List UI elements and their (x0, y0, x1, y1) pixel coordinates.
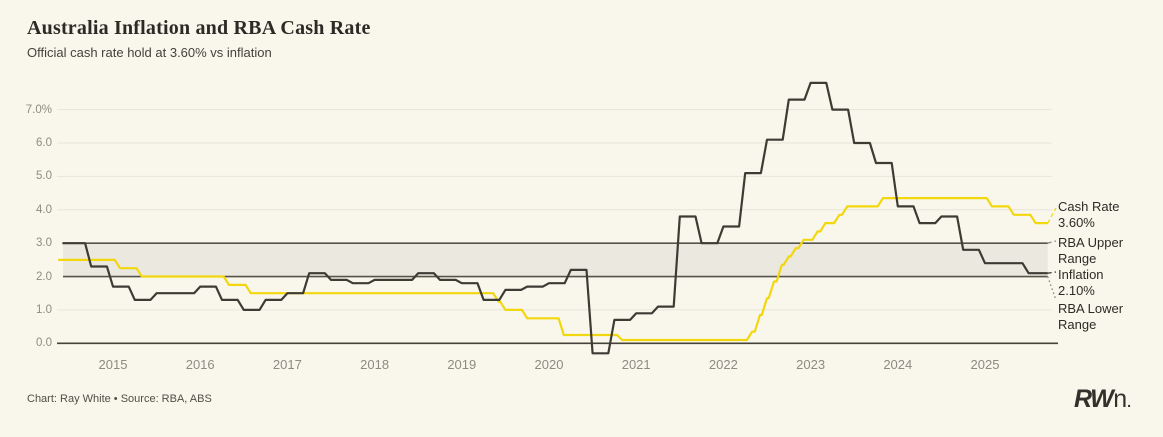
y-axis-tick-label: 2.0 (36, 270, 52, 283)
x-axis-tick-label: 2015 (98, 357, 128, 372)
x-axis-tick-label: 2020 (534, 357, 564, 372)
logo-n: n (1113, 385, 1128, 413)
x-axis-tick-label: 2019 (447, 357, 477, 372)
rba-lower-range-label: RBA Lower Range (1058, 301, 1124, 332)
inflation-name: Inflation (1058, 267, 1104, 282)
x-axis-tick-label: 2023 (796, 357, 826, 372)
y-axis-tick-label: 1.0 (36, 303, 52, 316)
x-axis-tick-label: 2017 (272, 357, 302, 372)
y-axis-tick-label: 4.0 (36, 203, 52, 216)
rba-target-band (63, 243, 1048, 277)
y-axis-tick-label: 6.0 (36, 137, 52, 150)
chart-subtitle: Official cash rate hold at 3.60% vs infl… (27, 45, 272, 60)
ray-white-logo: RWn. (1074, 385, 1131, 414)
y-axis-tick-label: 5.0 (36, 170, 52, 183)
x-axis-tick-label: 2022 (708, 357, 738, 372)
x-axis-tick-label: 2025 (970, 357, 1000, 372)
cash-rate-line (58, 197, 1048, 342)
rba-upper-range-label: RBA Upper Range (1058, 235, 1124, 266)
y-axis-tick-label: 0.0 (36, 337, 52, 350)
cash-rate-end-label: Cash Rate 3.60% (1058, 199, 1150, 231)
cash-rate-leader-line (1047, 207, 1057, 224)
y-axis-tick-label: 7.0% (25, 103, 52, 116)
inflation-value: 2.10% (1058, 283, 1095, 298)
logo-dot: . (1127, 394, 1131, 410)
rba-lower-leader-line (1047, 276, 1057, 301)
logo-rw: RW (1074, 385, 1114, 413)
cash-rate-value: 3.60% (1058, 215, 1095, 230)
inflation-leader-line (1047, 271, 1057, 274)
inflation-line (62, 81, 1048, 355)
x-axis-tick-label: 2018 (360, 357, 390, 372)
chart-credit: Chart: Ray White • Source: RBA, ABS (27, 393, 212, 405)
y-axis-tick-label: 3.0 (36, 237, 52, 250)
x-axis-tick-label: 2024 (883, 357, 913, 372)
rba-upper-leader-line (1047, 240, 1057, 244)
cash-rate-name: Cash Rate (1058, 199, 1120, 214)
chart-title: Australia Inflation and RBA Cash Rate (27, 17, 371, 39)
inflation-end-label: Inflation 2.10% (1058, 267, 1150, 299)
x-axis-tick-label: 2021 (621, 357, 651, 372)
x-axis-tick-label: 2016 (185, 357, 215, 372)
